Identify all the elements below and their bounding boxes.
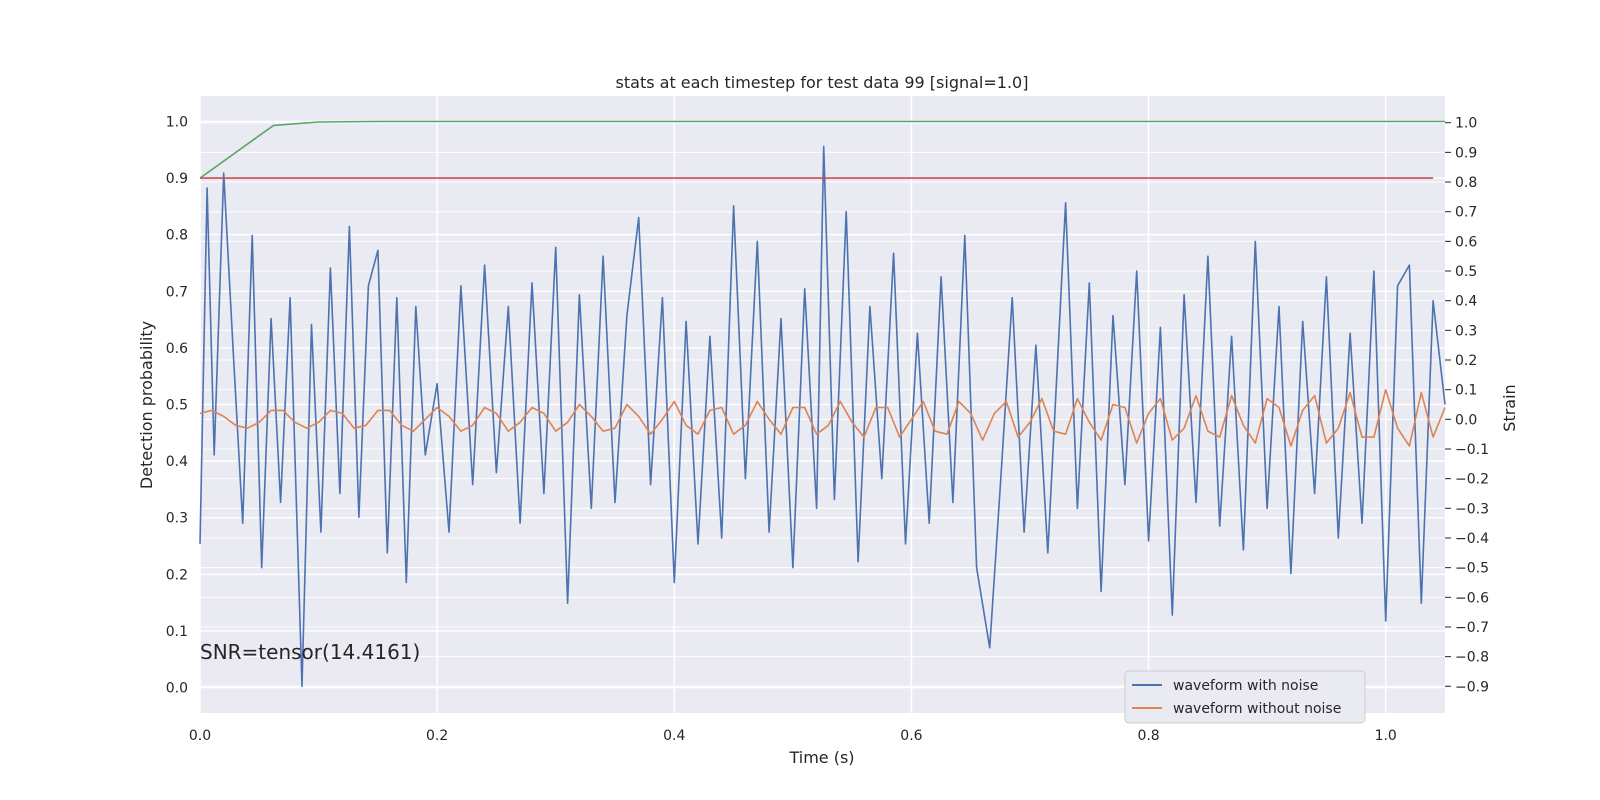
y-left-tick-label: 0.1 bbox=[166, 624, 188, 640]
y-right-tick-label: 0.1 bbox=[1455, 383, 1477, 399]
y-left-tick-label: 1.0 bbox=[166, 114, 188, 130]
x-tick-label: 0.2 bbox=[426, 728, 448, 744]
legend: waveform with noise waveform without noi… bbox=[1124, 670, 1366, 724]
y-left-tick-label: 0.3 bbox=[166, 511, 188, 527]
y-left-tick-label: 0.4 bbox=[166, 454, 188, 470]
x-tick-label: 0.6 bbox=[900, 728, 922, 744]
y-right-axis-label: Strain bbox=[1500, 384, 1519, 431]
x-axis-label: Time (s) bbox=[788, 748, 854, 767]
y-right-tick-label: 0.8 bbox=[1455, 175, 1477, 191]
y-right-tick-label: 0.6 bbox=[1455, 234, 1477, 250]
y-right-tick-label: −0.1 bbox=[1455, 442, 1489, 458]
y-right-tick-label: −0.8 bbox=[1455, 650, 1489, 666]
y-left-tick-label: 0.0 bbox=[166, 681, 188, 697]
y-axis-label: Detection probability bbox=[137, 321, 156, 489]
snr-annotation: SNR=tensor(14.4161) bbox=[200, 640, 420, 664]
legend-label-waveform-without-noise: waveform without noise bbox=[1173, 701, 1341, 717]
y-right-tick-label: 0.9 bbox=[1455, 145, 1477, 161]
y-left-tick-label: 0.2 bbox=[166, 567, 188, 583]
probability-line bbox=[199, 120, 1445, 179]
y-left-tick-label: 0.7 bbox=[166, 284, 188, 300]
y-left-tick-label: 0.8 bbox=[166, 228, 188, 244]
y-right-tick-label: −0.7 bbox=[1455, 620, 1489, 636]
series-layer bbox=[199, 120, 1446, 688]
x-tick-label: 1.0 bbox=[1375, 728, 1397, 744]
y-right-tick-label: 0.2 bbox=[1455, 353, 1477, 369]
y-right-tick-label: −0.4 bbox=[1455, 531, 1489, 547]
y-right-tick-label: −0.9 bbox=[1455, 679, 1489, 695]
y-right-tick-label: −0.2 bbox=[1455, 472, 1489, 488]
y-right-tick-label: −0.5 bbox=[1455, 561, 1489, 577]
y-right-tick-label: 0.0 bbox=[1455, 412, 1477, 428]
chart-title: stats at each timestep for test data 99 … bbox=[616, 73, 1029, 92]
x-tick-label: 0.0 bbox=[189, 728, 211, 744]
x-tick-label: 0.4 bbox=[663, 728, 685, 744]
y-left-tick-labels: 0.0 0.1 0.2 0.3 0.4 0.5 0.6 0.7 0.8 0.9 1.0 bbox=[166, 114, 188, 696]
y-right-tick-label: 0.7 bbox=[1455, 205, 1477, 221]
legend-label-waveform-with-noise: waveform with noise bbox=[1173, 678, 1318, 694]
legend-box bbox=[1124, 670, 1366, 724]
y-right-tick-label: −0.3 bbox=[1455, 501, 1489, 517]
y-right-tick-label: −0.6 bbox=[1455, 590, 1489, 606]
waveform-with-noise-line bbox=[199, 145, 1446, 688]
waveform-without-noise-line bbox=[199, 388, 1446, 447]
y-left-tick-label: 0.6 bbox=[166, 341, 188, 357]
y-right-tick-label: 1.0 bbox=[1455, 116, 1477, 132]
x-tick-labels: 0.0 0.2 0.4 0.6 0.8 1.0 bbox=[189, 728, 1397, 744]
y-left-tick-label: 0.9 bbox=[166, 171, 188, 187]
y-right-tick-label: 0.4 bbox=[1455, 294, 1477, 310]
y-left-tick-label: 0.5 bbox=[166, 398, 188, 414]
x-tick-label: 0.8 bbox=[1137, 728, 1159, 744]
y-right-tick-label: 0.3 bbox=[1455, 323, 1477, 339]
y-right-tick-label: 0.5 bbox=[1455, 264, 1477, 280]
y-right-tick-labels: −0.9 −0.8 −0.7 −0.6 −0.5 −0.4 −0.3 −0.2 −0.1 0.0 0… bbox=[1445, 116, 1489, 695]
